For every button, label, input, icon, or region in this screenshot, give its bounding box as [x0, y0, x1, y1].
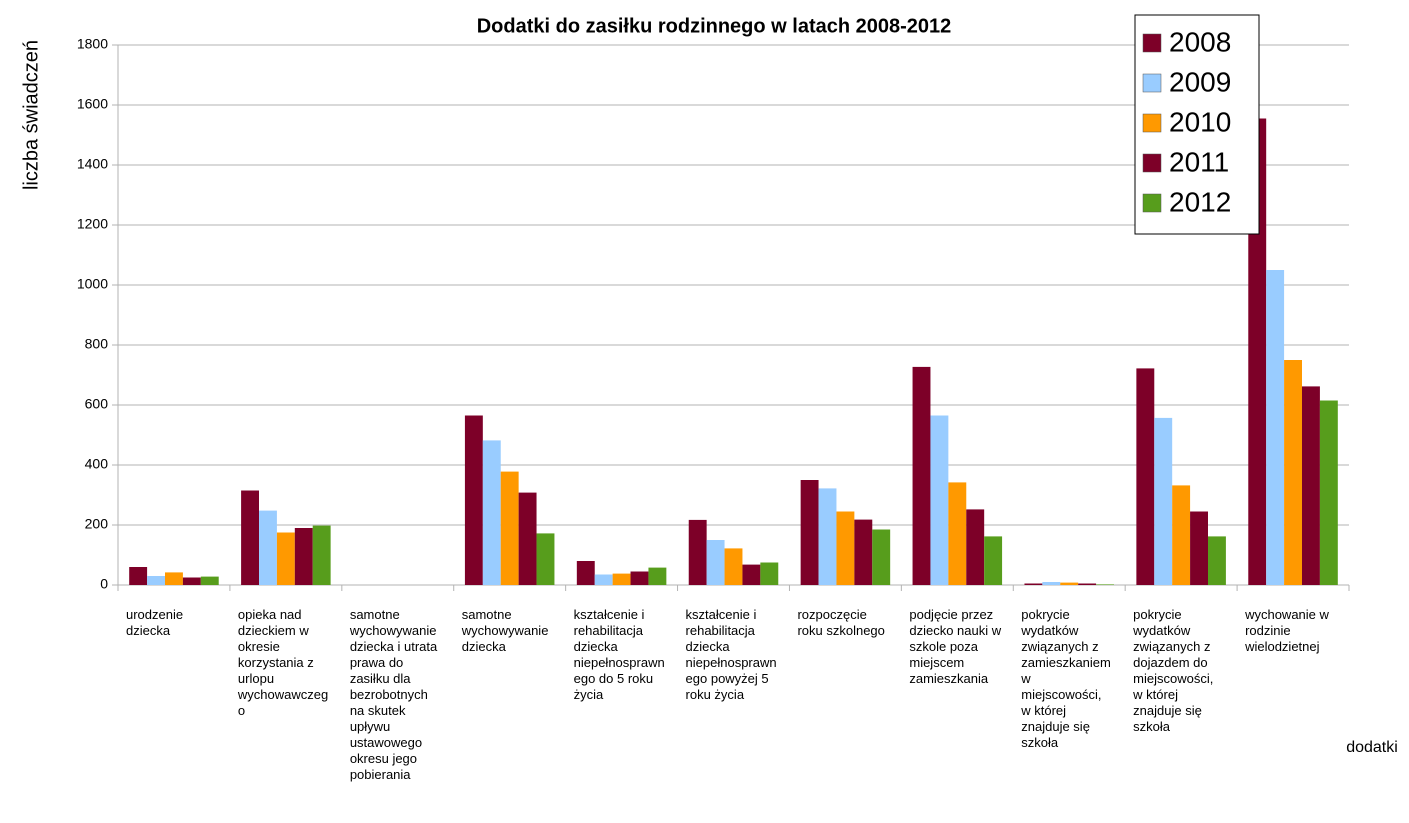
bar [800, 480, 819, 585]
bar [276, 532, 295, 585]
bar [200, 576, 219, 585]
x-tick-label: samotne wychowywanie dziecka i utrata pr… [349, 607, 438, 782]
y-tick-label: 600 [85, 396, 109, 412]
y-tick-label: 1800 [77, 36, 108, 52]
legend-swatch [1142, 153, 1162, 173]
legend: 2008 2009 2010 2011 2012 [1134, 14, 1260, 235]
legend-swatch [1142, 193, 1162, 213]
bar [688, 519, 707, 585]
bar [182, 577, 201, 585]
bar [760, 562, 779, 585]
bar [464, 415, 483, 585]
x-tick-label: kształcenie i rehabilitacja dziecka niep… [685, 607, 777, 702]
legend-swatch [1142, 113, 1162, 133]
bar [1248, 118, 1267, 585]
bar [854, 519, 873, 585]
legend-label: 2008 [1169, 26, 1231, 57]
bar [294, 528, 313, 585]
bar [1096, 584, 1114, 585]
bar [576, 561, 595, 585]
bar [724, 548, 743, 585]
y-tick-label: 1600 [77, 96, 108, 112]
y-tick-label: 1400 [77, 156, 108, 172]
legend-label: 2009 [1169, 66, 1231, 97]
bar [147, 576, 166, 585]
bar [259, 510, 277, 585]
bar [836, 511, 855, 585]
y-axis-label: liczba świadczeń [20, 40, 42, 190]
bar [1136, 368, 1155, 585]
y-tick-label: 0 [100, 576, 108, 592]
x-tick-label: opieka nad dzieckiem w okresie korzystan… [237, 607, 329, 718]
bar [1190, 511, 1208, 585]
bar [129, 567, 148, 585]
legend-label: 2010 [1169, 106, 1231, 137]
bar [818, 488, 837, 585]
bar [536, 533, 555, 585]
x-tick-label: samotne wychowywanie dziecka [461, 607, 549, 654]
y-tick-label: 400 [85, 456, 109, 472]
bar [312, 525, 331, 585]
y-tick-label: 1200 [77, 216, 108, 232]
bar [984, 536, 1003, 585]
x-tick-label: podjęcie przez dziecko nauki w szkole po… [909, 607, 1002, 686]
chart-title: Dodatki do zasiłku rodzinnego w latach 2… [477, 15, 952, 37]
bar [912, 366, 931, 585]
bar [966, 509, 985, 585]
x-tick-label: pokrycie wydatków związanych z dojazdem … [1133, 607, 1214, 734]
bar [612, 573, 631, 585]
bar [1154, 417, 1173, 585]
x-tick-label: wychowanie w rodzinie wielodzietnej [1245, 607, 1329, 654]
bar [1060, 582, 1079, 585]
legend-swatch [1142, 73, 1162, 93]
x-tick-label: pokrycie wydatków związanych z zamieszka… [1021, 607, 1111, 750]
bar [1042, 582, 1061, 585]
bar [1078, 583, 1097, 585]
bar [518, 492, 537, 585]
bar [165, 572, 183, 585]
bar [241, 490, 260, 585]
y-tick-label: 200 [85, 516, 109, 532]
x-axis-label: dodatki [1346, 739, 1398, 756]
bar [706, 540, 725, 585]
x-tick-label: urodzenie dziecka [126, 607, 184, 638]
x-tick-label: kształcenie i rehabilitacja dziecka niep… [573, 607, 665, 702]
bar [930, 415, 949, 585]
bar [1284, 360, 1302, 585]
bar [1319, 400, 1338, 585]
bar [872, 529, 891, 585]
bar [742, 564, 761, 585]
legend-label: 2011 [1169, 146, 1229, 177]
bar [648, 567, 667, 585]
bar [1172, 485, 1191, 585]
y-tick-label: 1000 [77, 276, 108, 292]
bar [1266, 270, 1285, 585]
legend-swatch [1142, 33, 1162, 53]
bar [1301, 386, 1320, 585]
legend-label: 2012 [1169, 186, 1231, 217]
x-tick-label: rozpoczęcie roku szkolnego [797, 607, 885, 638]
bar [482, 440, 501, 585]
bar [630, 571, 649, 585]
bar [948, 482, 967, 585]
bar [594, 574, 613, 585]
bar [1207, 536, 1226, 585]
y-tick-label: 800 [85, 336, 109, 352]
bar [1024, 583, 1043, 585]
bar [500, 471, 519, 585]
